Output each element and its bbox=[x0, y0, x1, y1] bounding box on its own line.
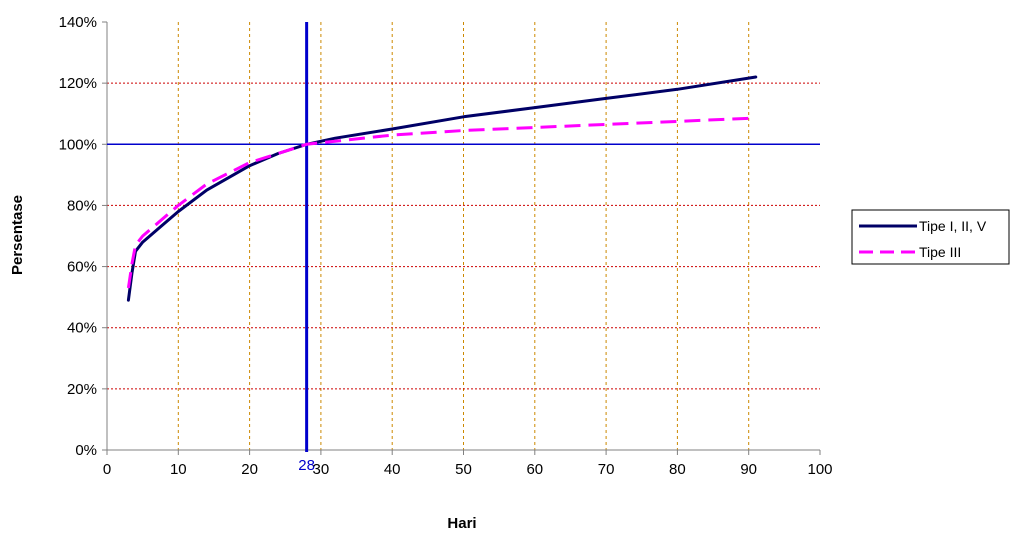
x-tick-label-50: 50 bbox=[455, 461, 472, 478]
y-gridlines bbox=[107, 82, 820, 390]
x-gridlines bbox=[177, 22, 750, 450]
legend-label-tipe-iii: Tipe III bbox=[919, 244, 961, 260]
x-tick-labels: 0 10 20 30 40 50 60 70 80 90 100 bbox=[103, 461, 833, 478]
x-tick-label-40: 40 bbox=[384, 461, 401, 478]
legend: Tipe I, II, V Tipe III bbox=[851, 209, 1010, 265]
x-tick-label-60: 60 bbox=[526, 461, 543, 478]
x-tick-label-90: 90 bbox=[740, 461, 757, 478]
y-tick-label-140: 140% bbox=[59, 14, 97, 31]
x-tick-label-80: 80 bbox=[669, 461, 686, 478]
x-tick-label-10: 10 bbox=[170, 461, 187, 478]
reference-label-28: 28 bbox=[298, 457, 315, 474]
series-line-0 bbox=[126, 75, 758, 302]
x-axis-title: Hari bbox=[447, 515, 476, 532]
legend-box bbox=[851, 209, 1010, 265]
x-tick-label-30: 30 bbox=[313, 461, 330, 478]
y-tick-labels: 0% 20% 40% 60% 80% 100% 120% 140% bbox=[59, 14, 97, 459]
x-tick-label-70: 70 bbox=[598, 461, 615, 478]
y-tick-label-40: 40% bbox=[67, 320, 97, 337]
y-tick-label-0: 0% bbox=[75, 442, 97, 459]
series-layer bbox=[126, 75, 758, 302]
y-tick-label-60: 60% bbox=[67, 259, 97, 276]
x-tick-label-100: 100 bbox=[807, 461, 832, 478]
x-tick-label-0: 0 bbox=[103, 461, 111, 478]
legend-label-tipe-i-ii-v: Tipe I, II, V bbox=[919, 218, 987, 234]
axes bbox=[102, 21, 821, 455]
y-tick-label-20: 20% bbox=[67, 381, 97, 398]
reference-lines: 28 bbox=[107, 22, 820, 474]
y-tick-label-120: 120% bbox=[59, 75, 97, 92]
y-axis-title: Persentase bbox=[9, 195, 26, 275]
y-tick-label-100: 100% bbox=[59, 136, 97, 153]
series-line-1 bbox=[126, 116, 749, 289]
x-tick-label-20: 20 bbox=[241, 461, 258, 478]
y-tick-label-80: 80% bbox=[67, 197, 97, 214]
